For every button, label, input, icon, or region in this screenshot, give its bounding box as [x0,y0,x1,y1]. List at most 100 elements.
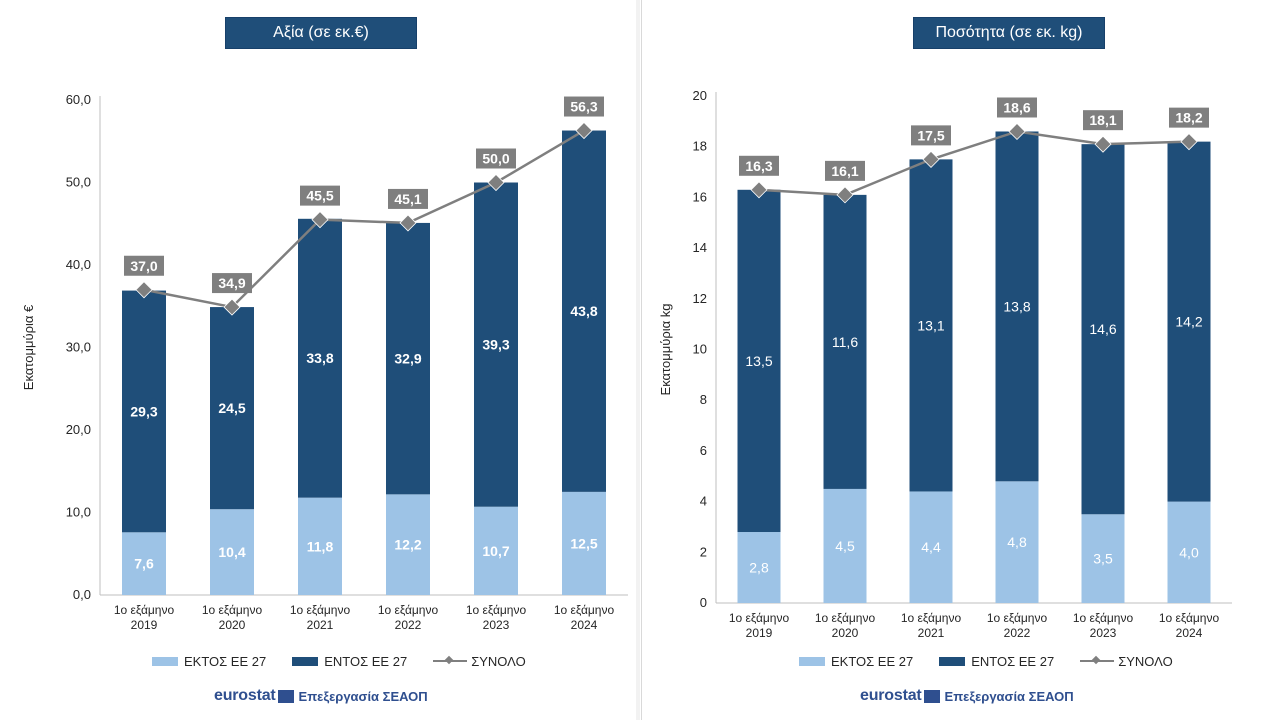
x-tick-label-period: 1ο εξάμηνο [202,603,263,617]
x-tick-label-year: 2022 [1004,626,1031,640]
legend-item-outside: ΕΚΤΟΣ ΕΕ 27 [152,654,266,669]
data-label-outside-eu: 3,5 [1093,551,1113,567]
y-tick-label: 12 [693,291,707,306]
panel-divider [636,0,640,720]
bar-outside-eu [474,506,518,595]
total-label: 45,5 [306,188,333,204]
legend-swatch-outside [799,656,825,666]
bar-inside-eu [562,130,606,492]
x-tick-label-period: 1ο εξάμηνο [290,603,351,617]
x-tick-label-year: 2020 [832,626,859,640]
x-tick-label-period: 1ο εξάμηνο [1159,611,1220,625]
x-tick-label-year: 2019 [131,618,158,632]
legend-label-inside: ΕΝΤΟΣ ΕΕ 27 [971,653,1055,669]
data-label-outside-eu: 4,5 [835,538,855,554]
eurostat-logo: eurostat [214,687,276,704]
legend-item-total: ΣΥΝΟΛΟ [1080,654,1173,669]
total-marker [223,298,241,316]
y-axis-title: Εκατομμύρια € [21,304,36,390]
x-tick-label-period: 1ο εξάμηνο [1073,611,1134,625]
bar-outside-eu [995,481,1039,603]
y-tick-label: 10,0 [66,505,91,520]
total-label: 37,0 [130,258,157,274]
total-line [758,130,1190,197]
data-label-inside-eu: 39,3 [482,337,509,353]
total-label-box [739,155,779,176]
data-label-outside-eu: 2,8 [749,560,769,576]
bar-inside-eu [737,189,781,533]
value-chart-panel: Αξία (σε εκ.€) 0,0 10,0 20,0 30,0 40,0 50,0 60… [0,0,636,720]
x-tick-label-year: 2023 [1090,626,1117,640]
data-label-inside-eu: 14,2 [1175,314,1202,330]
data-label-inside-eu: 14,6 [1089,321,1116,337]
total-label: 18,1 [1089,112,1116,128]
legend-label-total: ΣΥΝΟΛΟ [1118,653,1173,669]
source-credit: eurostat Επεξεργασία ΣΕΑΟΠ [214,686,428,706]
y-tick-label: 4 [700,494,707,509]
x-tick-label-period: 1ο εξάμηνο [729,611,790,625]
bar-outside-eu [210,509,254,595]
x-tick-label-year: 2020 [219,618,246,632]
x-tick-label-period: 1ο εξάμηνο [901,611,962,625]
y-tick-label: 10 [693,342,707,357]
total-marker [1008,122,1026,141]
total-marker [399,214,417,232]
source-text: Επεξεργασία ΣΕΑΟΠ [298,688,428,704]
x-tick-label-period: 1ο εξάμηνο [987,611,1048,625]
legend-item-outside: ΕΚΤΟΣ ΕΕ 27 [799,654,913,669]
y-axis-title: Εκατομμύρια kg [658,304,673,396]
x-tick-label-period: 1ο εξάμηνο [466,603,527,617]
bar-inside-eu [823,194,867,489]
data-label-inside-eu: 32,9 [394,351,421,367]
total-marker [135,281,153,299]
total-label-box [476,148,516,169]
total-label: 18,6 [1003,99,1030,115]
bar-outside-eu [298,497,342,595]
source-credit: eurostat Επεξεργασία ΣΕΑΟΠ [860,686,1074,706]
total-marker [836,186,854,204]
y-tick-label: 30,0 [66,340,91,355]
total-label-box [124,255,164,276]
y-tick-label: 0,0 [73,587,91,602]
total-label-box [1083,110,1123,131]
legend-swatch-total [1080,656,1115,666]
bar-inside-eu [1167,141,1211,502]
bar-inside-eu [122,290,166,533]
source-text: Επεξεργασία ΣΕΑΟΠ [944,688,1074,704]
data-label-outside-eu: 10,7 [482,543,509,559]
bar-outside-eu [909,491,953,603]
bar-outside-eu [122,532,166,595]
data-label-outside-eu: 4,8 [1007,534,1027,550]
bar-inside-eu [909,159,953,492]
x-tick-label-period: 1ο εξάμηνο [114,603,175,617]
x-tick-label-year: 2024 [1176,626,1203,640]
total-label: 45,1 [394,191,421,207]
y-tick-label: 8 [700,392,707,407]
bar-inside-eu [1081,144,1125,515]
y-tick-label: 50,0 [66,175,91,190]
quantity-chart-panel: Ποσότητα (σε εκ. kg) 0 2 4 6 8 10 12 14 16 18 20 Εκ… [641,0,1280,720]
legend-label-outside: ΕΚΤΟΣ ΕΕ 27 [831,653,914,669]
x-tick-label-period: 1ο εξάμηνο [815,611,876,625]
total-label-box [300,185,340,206]
eu-flag-icon [923,689,940,703]
legend-item-inside: ΕΝΤΟΣ ΕΕ 27 [939,654,1054,669]
y-tick-label: 60,0 [66,92,91,107]
quantity-chart-legend: ΕΚΤΟΣ ΕΕ 27 ΕΝΤΟΣ ΕΕ 27 ΣΥΝΟΛΟ [799,652,1199,670]
legend-item-inside: ΕΝΤΟΣ ΕΕ 27 [292,654,407,669]
bar-inside-eu [210,307,254,510]
data-label-inside-eu: 43,8 [570,303,597,319]
x-tick-label-year: 2024 [571,618,598,632]
bar-outside-eu [1167,501,1211,603]
legend-label-outside: ΕΚΤΟΣ ΕΕ 27 [184,653,267,669]
total-label: 56,3 [570,99,597,115]
x-tick-label-year: 2021 [307,618,334,632]
y-tick-label: 40,0 [66,257,91,272]
data-label-outside-eu: 11,8 [307,538,334,554]
data-label-inside-eu: 29,3 [130,403,157,419]
x-tick-label-year: 2022 [395,618,422,632]
y-tick-label: 16 [693,189,707,204]
total-label: 34,9 [218,275,245,291]
y-tick-label: 14 [693,240,707,255]
total-label-box [212,273,252,294]
